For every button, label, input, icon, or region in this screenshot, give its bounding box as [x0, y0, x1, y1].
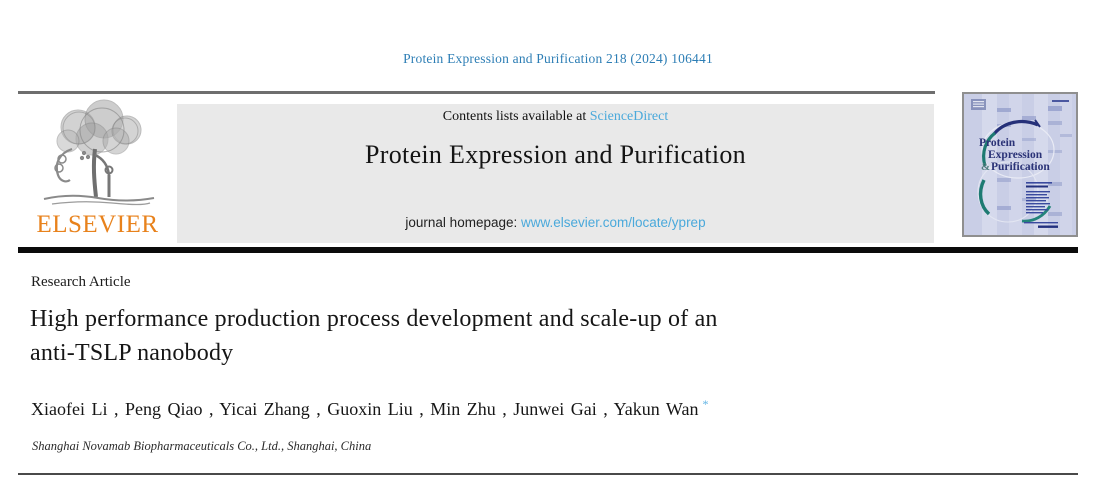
cover-title-line1: Protein — [979, 137, 1016, 149]
sciencedirect-link[interactable]: ScienceDirect — [589, 109, 669, 124]
contents-line: Contents lists available at ScienceDirec… — [177, 109, 934, 125]
article-title-line1: High performance production process deve… — [30, 306, 718, 332]
journal-cover-thumbnail: Protein Expression & Purification — [962, 92, 1078, 237]
homepage-prefix: journal homepage: — [405, 215, 521, 230]
cover-sciencedirect-mark — [1024, 222, 1058, 228]
cover-title-line2: Expression — [988, 149, 1043, 161]
journal-masthead: Contents lists available at ScienceDirec… — [177, 104, 934, 243]
article-title-line2: anti-TSLP nanobody — [30, 340, 234, 366]
cover-editor-lines — [1026, 182, 1052, 214]
article-type-label: Research Article — [31, 274, 131, 290]
elsevier-tree-icon — [43, 99, 154, 206]
section-divider-rule — [18, 473, 1078, 475]
homepage-line: journal homepage: www.elsevier.com/locat… — [177, 215, 934, 230]
journal-title: Protein Expression and Purification — [365, 140, 746, 169]
masthead-bottom-rule — [18, 247, 1078, 253]
author-list: Xiaofei Li , Peng Qiao , Yicai Zhang , G… — [31, 397, 708, 420]
contents-prefix: Contents lists available at — [442, 109, 590, 124]
journal-homepage-link[interactable]: www.elsevier.com/locate/yprep — [521, 215, 706, 230]
corresponding-author-asterisk[interactable]: * — [702, 397, 709, 411]
cover-title-line3: Purification — [991, 161, 1050, 173]
author-names: Xiaofei Li , Peng Qiao , Yicai Zhang , G… — [31, 399, 699, 419]
affiliation: Shanghai Novamab Biopharmaceuticals Co.,… — [32, 439, 372, 453]
journal-cover-art: Protein Expression & Purification — [964, 94, 1076, 235]
article-title: High performance production process deve… — [30, 302, 718, 370]
elsevier-logo: ELSEVIER — [30, 97, 165, 243]
header-top-rule — [18, 91, 935, 94]
cover-title-ampersand: & — [981, 161, 990, 173]
elsevier-wordmark: ELSEVIER — [36, 211, 159, 238]
journal-citation: Protein Expression and Purification 218 … — [403, 51, 713, 66]
